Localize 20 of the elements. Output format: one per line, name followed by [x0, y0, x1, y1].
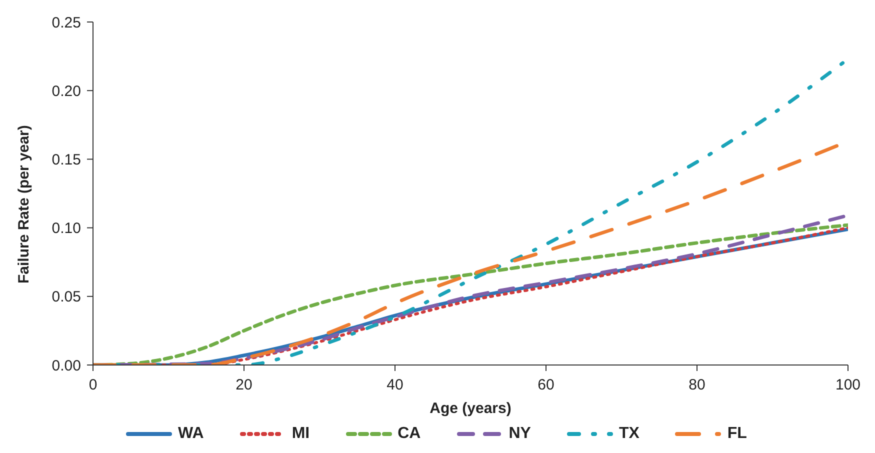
x-tick-label: 60	[538, 376, 554, 394]
y-tick-label: 0.25	[52, 14, 81, 32]
x-tick-label: 80	[688, 376, 706, 394]
y-tick-label: 0.05	[52, 288, 81, 306]
y-tick-label: 0.10	[52, 220, 81, 238]
y-tick-label: 0.00	[52, 357, 81, 374]
x-tick-label: 40	[386, 376, 404, 394]
y-tick-label: 0.15	[52, 152, 81, 169]
y-tick-label: 0.20	[52, 82, 81, 100]
x-axis-title: Age (years)	[430, 400, 512, 417]
legend-label: TX	[618, 425, 640, 443]
legend-label: NY	[508, 425, 531, 443]
legend-label: FL	[727, 425, 747, 443]
x-tick-label: 20	[236, 376, 252, 394]
x-tick-label: 0	[88, 376, 98, 394]
legend-label: MI	[292, 425, 310, 443]
y-axis-title: Failure Rate (per year)	[15, 125, 32, 284]
legend-label: CA	[398, 425, 421, 443]
legend-label: WA	[178, 425, 204, 443]
x-tick-label: 100	[835, 376, 861, 394]
